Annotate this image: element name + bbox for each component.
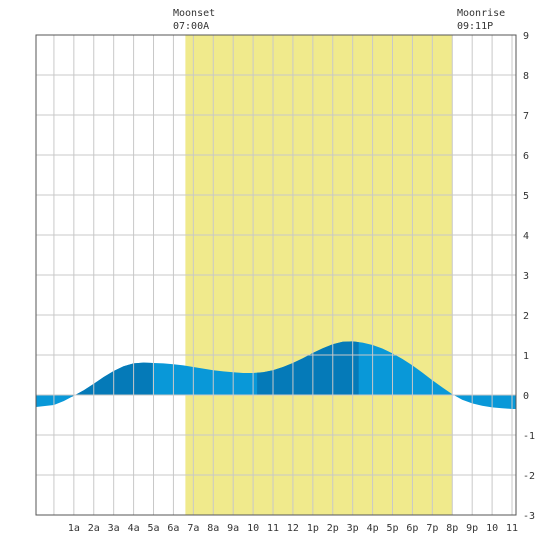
x-tick-label: 1p (307, 523, 319, 534)
x-tick-label: 6a (167, 523, 179, 534)
y-tick-label: 8 (523, 71, 529, 82)
x-tick-label: 9a (227, 523, 239, 534)
moonrise-label: Moonrise (457, 8, 505, 19)
y-tick-label: 9 (523, 31, 529, 42)
x-tick-label: 12 (287, 523, 299, 534)
x-tick-label: 2a (88, 523, 100, 534)
x-tick-label: 8a (207, 523, 219, 534)
y-tick-label: 7 (523, 111, 529, 122)
x-tick-label: 11 (506, 523, 518, 534)
x-tick-label: 7p (426, 523, 438, 534)
x-tick-label: 4p (367, 523, 379, 534)
moonrise-time: 09:11P (457, 21, 493, 32)
y-axis-labels: -3 -2 -1 0 1 2 3 4 5 6 7 8 9 (523, 31, 535, 522)
moonset-time: 07:00A (173, 21, 209, 32)
x-tick-label: 9p (466, 523, 478, 534)
x-tick-label: 11 (267, 523, 279, 534)
x-tick-label: 7a (187, 523, 199, 534)
plot-frame (35, 34, 517, 516)
x-tick-label: 2p (327, 523, 339, 534)
x-tick-label: 8p (446, 523, 458, 534)
y-tick-label: 5 (523, 191, 529, 202)
y-tick-label: 0 (523, 391, 529, 402)
x-tick-label: 5a (147, 523, 159, 534)
moonset-label: Moonset (173, 8, 215, 19)
x-tick-label: 3p (347, 523, 359, 534)
y-tick-label: 1 (523, 351, 529, 362)
tide-area-segment (71, 362, 153, 397)
y-tick-label: 4 (523, 231, 529, 242)
y-tick-label: -3 (523, 511, 535, 522)
x-tick-label: 4a (128, 523, 140, 534)
x-tick-label: 1a (68, 523, 80, 534)
x-tick-label: 3a (108, 523, 120, 534)
y-tick-label: 3 (523, 271, 529, 282)
x-tick-label: 10 (247, 523, 259, 534)
grid-lines (36, 35, 516, 515)
y-tick-label: 2 (523, 311, 529, 322)
x-tick-label: 10 (486, 523, 498, 534)
y-tick-label: -2 (523, 471, 535, 482)
y-tick-label: 6 (523, 151, 529, 162)
x-tick-label: 6p (406, 523, 418, 534)
x-axis-labels: 1a 2a 3a 4a 5a 6a 7a 8a 9a 10 11 12 1p 2p 3p 4p 5p 6p 7p 8p… (68, 523, 518, 534)
x-tick-label: 5p (386, 523, 398, 534)
y-tick-label: -1 (523, 431, 535, 442)
